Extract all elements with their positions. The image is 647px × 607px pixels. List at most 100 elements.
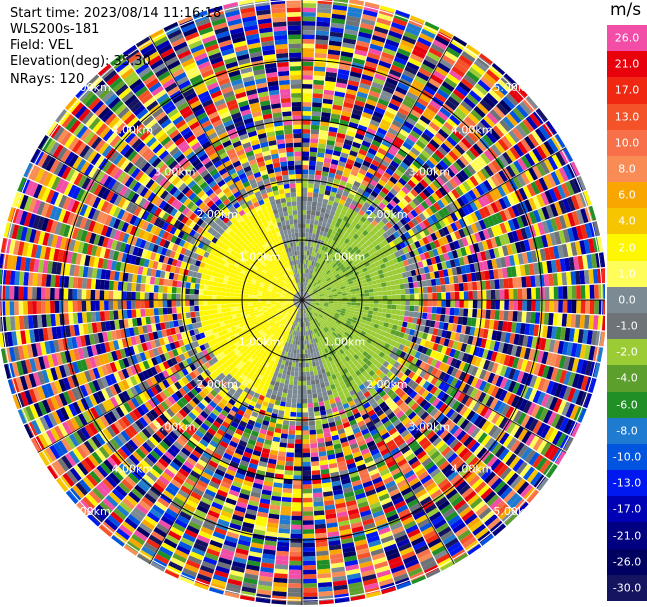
velocity-bin [404,310,410,317]
velocity-bin [370,39,385,48]
velocity-bin [453,390,462,400]
velocity-bin [412,275,418,282]
velocity-bin [327,176,335,183]
velocity-bin [360,293,365,297]
velocity-bin [330,22,345,29]
velocity-bin [276,550,289,557]
velocity-bin [307,187,314,193]
velocity-bin [346,158,355,166]
velocity-bin [310,210,316,216]
velocity-bin [441,235,449,245]
velocity-bin [458,218,467,228]
velocity-bin [359,286,365,291]
velocity-bin [498,278,505,289]
velocity-bin [361,249,368,255]
velocity-bin [417,331,424,339]
velocity-bin [465,70,480,83]
velocity-bin [373,155,383,164]
velocity-bin [430,223,439,233]
velocity-bin [481,393,491,405]
velocity-bin [288,565,302,570]
velocity-bin [359,290,365,294]
velocity-bin [576,358,584,374]
velocity-bin [423,146,434,156]
velocity-bin [305,293,309,297]
velocity-bin [302,452,311,458]
velocity-bin [373,300,379,304]
velocity-bin [318,291,324,295]
velocity-bin [396,294,401,300]
velocity-bin [549,232,558,246]
velocity-bin [380,263,386,270]
velocity-bin [418,153,428,163]
velocity-bin [316,273,321,279]
velocity-bin [555,432,567,448]
velocity-bin [522,185,532,199]
velocity-bin [328,291,333,295]
velocity-bin [545,204,555,219]
velocity-bin [495,330,503,342]
velocity-bin [352,245,359,252]
velocity-bin [341,147,351,155]
velocity-bin [506,421,517,434]
velocity-bin [377,98,390,107]
velocity-bin [461,119,474,131]
velocity-bin [548,246,556,260]
velocity-bin [328,259,333,265]
velocity-bin [546,464,558,479]
velocity-bin [570,241,578,256]
velocity-bin [375,265,382,271]
velocity-bin [304,282,306,287]
velocity-bin [378,300,383,304]
velocity-bin [314,267,319,272]
velocity-bin [318,281,323,286]
velocity-bin [303,291,306,296]
velocity-bin [355,320,361,326]
velocity-bin [501,245,509,257]
velocity-bin [315,420,322,426]
velocity-bin [449,331,457,341]
velocity-bin [355,300,361,303]
velocity-bin [426,216,435,226]
velocity-bin [521,276,527,288]
velocity-bin [366,255,372,262]
velocity-bin [333,303,338,306]
velocity-bin [393,56,408,66]
velocity-bin [443,121,455,133]
velocity-bin [528,418,539,432]
velocity-bin [469,161,480,173]
velocity-bin [502,434,514,448]
velocity-bin [313,84,324,90]
velocity-bin [557,313,563,327]
velocity-bin [385,167,395,176]
velocity-bin [333,241,339,248]
velocity-bin [389,358,397,366]
velocity-bin [533,376,542,390]
velocity-bin [487,162,498,175]
velocity-bin [341,308,347,312]
velocity-bin [409,130,421,140]
velocity-bin [302,241,305,247]
velocity-bin [314,262,319,268]
velocity-bin [389,199,398,208]
velocity-bin [375,315,382,321]
velocity-bin [315,300,320,302]
velocity-bin [302,156,309,161]
velocity-bin [323,293,329,296]
velocity-bin [395,192,404,201]
velocity-bin [410,323,417,330]
velocity-bin [439,337,446,346]
velocity-bin [340,286,346,290]
velocity-bin [454,144,466,155]
velocity-bin [550,171,561,186]
velocity-bin [358,168,367,176]
velocity-bin [323,94,334,100]
velocity-bin [547,138,559,153]
velocity-bin [318,290,323,294]
velocity-bin [444,315,450,323]
velocity-bin [577,255,584,270]
velocity-bin [303,551,316,557]
velocity-bin [497,342,505,353]
velocity-bin [334,211,341,218]
velocity-bin [523,239,531,252]
